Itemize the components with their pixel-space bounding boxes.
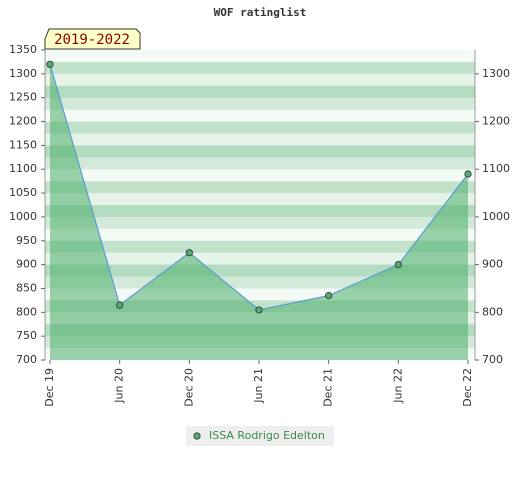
band [45,121,475,134]
band [45,109,475,123]
y-tick-label: 750 [16,329,37,342]
x-tick-label: Jun 21 [252,368,265,404]
y2-tick-label: 1200 [482,115,510,128]
y2-tick-label: 800 [482,305,503,318]
band [45,216,475,230]
y2-tick-label: 1300 [482,67,510,80]
point [185,249,193,257]
point [255,306,263,314]
band [45,73,475,87]
y-tick-label: 700 [16,353,37,366]
band [45,181,475,194]
x-tick-label: Dec 19 [43,368,56,407]
x-tick-label: Dec 20 [182,368,195,407]
point [46,60,54,68]
y-tick-label: 1100 [9,162,37,175]
band [45,169,475,182]
band [45,145,475,158]
band [45,97,475,111]
y-tick-label: 800 [16,305,37,318]
y2-tick-label: 900 [482,258,503,271]
x-tick-label: Dec 21 [322,368,335,407]
band [45,252,475,266]
y-tick-label: 900 [16,258,37,271]
y-tick-label: 1200 [9,115,37,128]
band [45,61,475,75]
y-tick-label: 1150 [9,138,37,151]
x-tick-label: Jun 22 [391,368,404,404]
legend-box [186,426,334,446]
y-tick-label: 1350 [9,43,37,56]
band [45,228,475,242]
annotation-box [44,28,141,50]
band [45,193,475,206]
y2-tick-label: 1000 [482,210,510,223]
band [45,85,475,99]
legend-marker [193,432,201,440]
area [50,64,468,361]
y-tick-label: 950 [16,234,37,247]
y-tick-label: 1050 [9,186,37,199]
legend-label: ISSA Rodrigo Edelton [209,429,325,442]
x-tick-label: Dec 22 [461,368,474,407]
band [45,157,475,170]
chart-title: WOF ratinglist [214,6,307,19]
point [325,292,333,300]
point [394,261,402,269]
y-tick-label: 1000 [9,210,37,223]
point [464,170,472,178]
y-tick-label: 1250 [9,91,37,104]
band [45,205,475,218]
y2-tick-label: 700 [482,353,503,366]
band [45,133,475,146]
annotation: 2019-2022 [54,32,130,48]
y2-tick-label: 1100 [482,162,510,175]
y-tick-label: 1300 [9,67,37,80]
band [45,50,475,63]
y-tick-label: 850 [16,281,37,294]
band [45,240,475,254]
x-tick-label: Jun 20 [113,368,126,404]
point [116,301,124,309]
band [45,264,475,278]
